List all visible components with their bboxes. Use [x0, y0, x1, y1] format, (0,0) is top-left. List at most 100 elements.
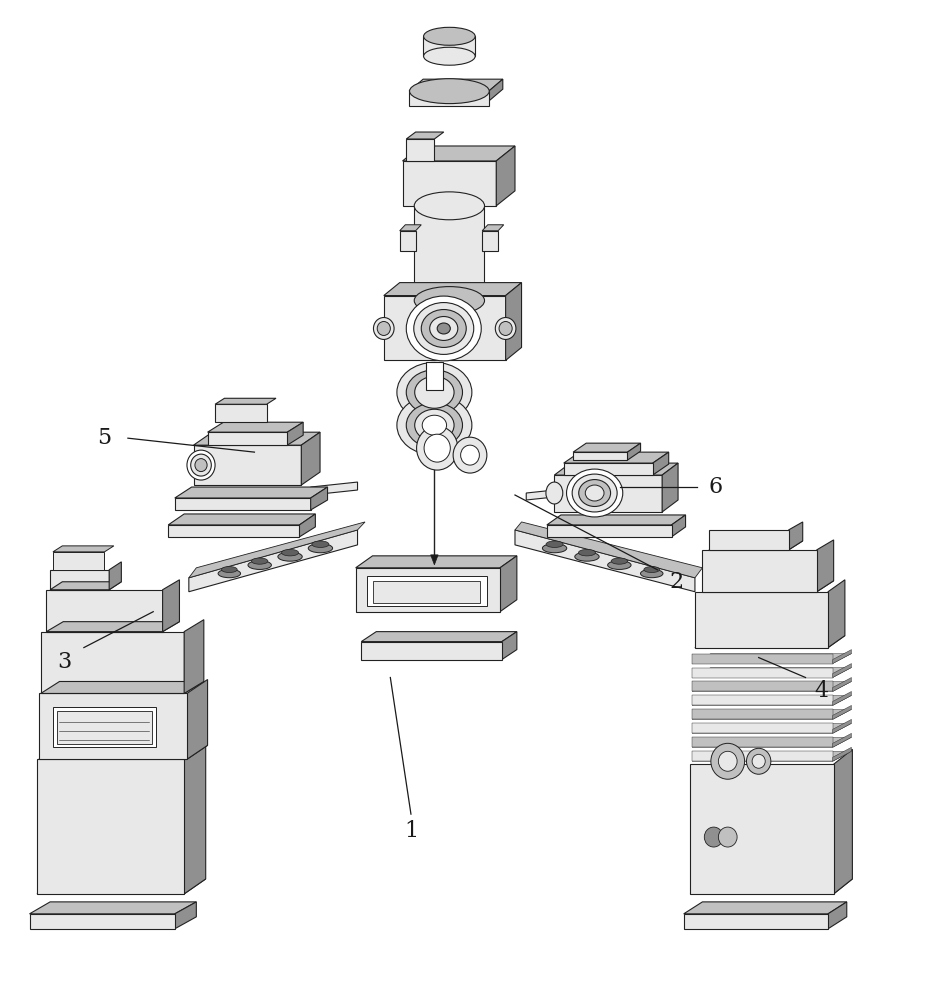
Ellipse shape [546, 541, 563, 547]
Polygon shape [833, 733, 852, 747]
Circle shape [461, 445, 479, 465]
Bar [547, 525, 671, 537]
Polygon shape [628, 443, 640, 460]
Bar [423, 36, 475, 56]
Bar [175, 498, 311, 510]
Polygon shape [311, 482, 357, 495]
Polygon shape [833, 691, 852, 705]
Ellipse shape [542, 544, 567, 553]
Polygon shape [109, 562, 121, 590]
Polygon shape [39, 745, 208, 759]
Text: 4: 4 [814, 680, 828, 702]
Bar [384, 296, 506, 360]
Polygon shape [482, 231, 498, 251]
Polygon shape [189, 530, 357, 592]
Ellipse shape [586, 485, 604, 501]
Bar [215, 404, 267, 422]
Ellipse shape [191, 454, 212, 476]
Ellipse shape [187, 450, 215, 480]
Bar [194, 445, 302, 485]
Ellipse shape [373, 318, 394, 339]
Ellipse shape [424, 27, 475, 45]
Polygon shape [489, 79, 503, 101]
Polygon shape [692, 709, 852, 719]
Polygon shape [515, 530, 695, 592]
Bar [367, 576, 487, 606]
Ellipse shape [397, 395, 472, 455]
Circle shape [746, 748, 771, 774]
Polygon shape [175, 487, 327, 498]
Bar [692, 709, 833, 719]
Polygon shape [506, 283, 522, 360]
Ellipse shape [406, 370, 462, 415]
Ellipse shape [414, 303, 474, 354]
Polygon shape [828, 902, 847, 929]
Polygon shape [400, 231, 415, 251]
Polygon shape [834, 749, 853, 894]
Ellipse shape [415, 409, 454, 441]
Bar [37, 759, 184, 894]
Polygon shape [692, 723, 852, 733]
Ellipse shape [222, 567, 237, 573]
Bar [702, 550, 817, 592]
Ellipse shape [579, 480, 611, 506]
Polygon shape [208, 422, 304, 432]
Polygon shape [175, 902, 196, 929]
Bar [692, 737, 833, 747]
Ellipse shape [410, 79, 489, 104]
Circle shape [718, 751, 737, 771]
Polygon shape [163, 580, 180, 632]
Bar [361, 642, 502, 660]
Polygon shape [833, 664, 852, 678]
Ellipse shape [415, 287, 484, 315]
Bar [46, 590, 163, 632]
Circle shape [752, 754, 765, 768]
Ellipse shape [406, 403, 462, 448]
Ellipse shape [278, 552, 303, 561]
Bar [692, 723, 833, 733]
Ellipse shape [218, 569, 241, 578]
Bar [426, 362, 443, 390]
Bar [709, 530, 789, 550]
Polygon shape [833, 705, 852, 719]
Polygon shape [384, 283, 522, 296]
Ellipse shape [430, 317, 458, 340]
Polygon shape [300, 514, 315, 537]
Polygon shape [671, 515, 685, 537]
Ellipse shape [611, 558, 628, 564]
Polygon shape [37, 879, 206, 894]
Polygon shape [496, 146, 515, 206]
Polygon shape [482, 225, 504, 231]
Polygon shape [50, 582, 121, 590]
Polygon shape [828, 580, 845, 648]
Polygon shape [288, 422, 304, 445]
Ellipse shape [248, 561, 272, 569]
Polygon shape [361, 632, 517, 642]
Polygon shape [500, 556, 517, 612]
Polygon shape [46, 622, 180, 632]
Bar [573, 452, 628, 460]
Text: 1: 1 [404, 820, 418, 842]
Bar [692, 751, 833, 761]
Bar [555, 475, 662, 512]
Polygon shape [662, 463, 678, 512]
Polygon shape [652, 452, 668, 475]
Ellipse shape [308, 544, 333, 553]
Text: 6: 6 [709, 476, 723, 498]
Polygon shape [702, 581, 834, 592]
Polygon shape [833, 650, 852, 664]
Polygon shape [564, 452, 668, 463]
Polygon shape [709, 541, 803, 550]
Ellipse shape [578, 549, 596, 556]
Polygon shape [690, 879, 853, 894]
Polygon shape [683, 902, 847, 914]
Bar [695, 592, 828, 648]
Polygon shape [184, 620, 204, 693]
Polygon shape [526, 490, 555, 500]
Circle shape [711, 743, 744, 779]
Bar [692, 654, 833, 664]
Polygon shape [692, 695, 852, 705]
Polygon shape [402, 146, 515, 161]
Ellipse shape [195, 459, 207, 472]
Bar [29, 914, 175, 929]
